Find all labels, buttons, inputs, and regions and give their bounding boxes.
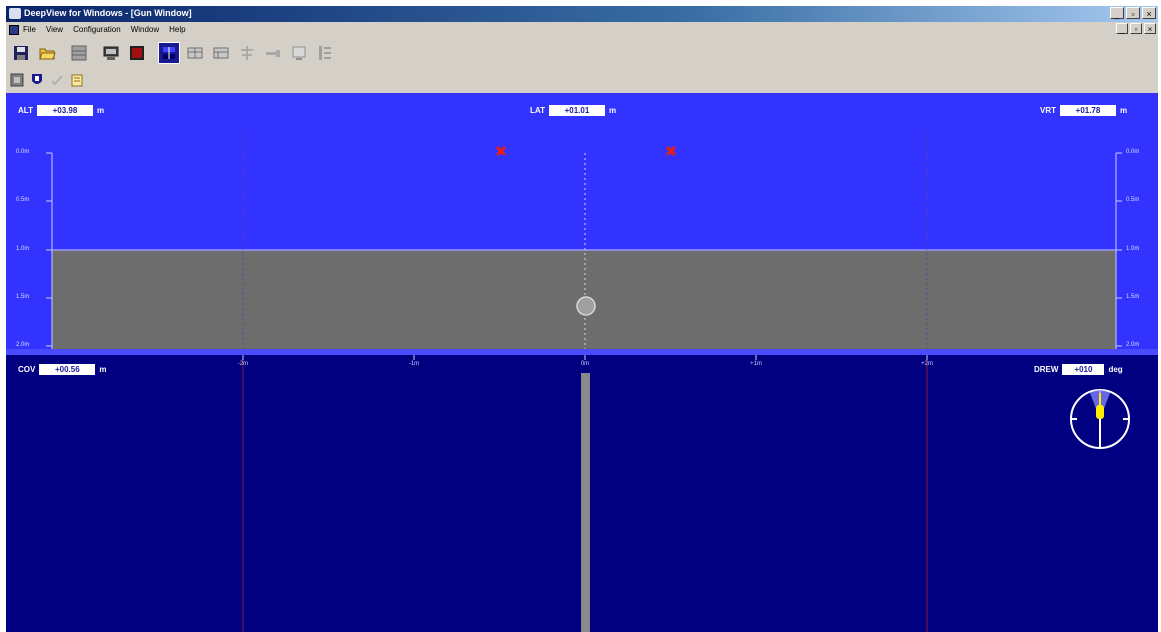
cov-readout: COV +00.56 m [18, 364, 106, 375]
sonar-view-icon[interactable] [158, 42, 180, 64]
window-title: DeepView for Windows - [Gun Window] [24, 8, 192, 18]
lateral-label-4: +2m [921, 361, 933, 367]
depth-label-left-1: 0.5m [16, 197, 30, 203]
depth-label-left-4: 2.0m [16, 342, 30, 348]
drew-readout: DREW +010 deg [1034, 364, 1123, 375]
lateral-label-2: 0m [580, 361, 590, 367]
grid-icon[interactable] [68, 42, 90, 64]
depth-label-right-3: 1.5m [1126, 294, 1140, 300]
menu-view[interactable]: View [45, 25, 64, 34]
lat-readout: LAT +01.01 m [530, 105, 616, 116]
depth-label-left-3: 1.5m [16, 294, 30, 300]
gun-icon[interactable] [262, 42, 284, 64]
vrt-readout: VRT +01.78 m [1040, 105, 1127, 116]
panel-divider [6, 349, 1158, 355]
drew-unit: deg [1108, 365, 1123, 374]
lat-unit: m [608, 106, 617, 115]
menu-bar: File View Configuration Window Help _ ▫ … [6, 22, 1158, 37]
menu-configuration[interactable]: Configuration [73, 25, 121, 34]
alt-label: ALT [18, 106, 33, 115]
gun-track-bar [581, 373, 590, 632]
depth-label-right-4: 2.0m [1126, 342, 1140, 348]
lat-value: +01.01 [548, 105, 605, 116]
depth-label-right-0: 0.0m [1126, 149, 1140, 155]
drew-value: +010 [1062, 364, 1105, 375]
map-icon[interactable] [288, 42, 310, 64]
alt-readout: ALT +03.98 m [18, 105, 104, 116]
notepad-icon[interactable] [68, 71, 86, 89]
vrt-value: +01.78 [1060, 105, 1116, 116]
app-window: DeepView for Windows - [Gun Window] _ ▫ … [6, 6, 1158, 632]
vrt-label: VRT [1040, 106, 1056, 115]
panel-b-icon[interactable] [210, 42, 232, 64]
vrt-unit: m [1120, 106, 1128, 115]
depth-label-right-1: 0.5m [1126, 197, 1140, 203]
list-icon[interactable] [314, 42, 336, 64]
main-toolbar [6, 38, 1158, 68]
lateral-label-0: -2m [237, 361, 249, 367]
open-folder-icon[interactable] [36, 42, 58, 64]
lat-label: LAT [530, 106, 545, 115]
cov-value: +00.56 [39, 364, 96, 375]
close-button[interactable]: × [1142, 7, 1156, 19]
monitor-icon[interactable] [100, 42, 122, 64]
check-icon[interactable] [48, 71, 66, 89]
child-close-button[interactable]: × [1144, 23, 1156, 34]
layers-icon[interactable] [8, 71, 26, 89]
gun-position-marker [576, 296, 596, 316]
child-restore-button[interactable]: ▫ [1130, 23, 1142, 34]
panel-a-icon[interactable] [184, 42, 206, 64]
lateral-label-3: +1m [750, 361, 762, 367]
maximize-button[interactable]: ▫ [1126, 7, 1140, 19]
alt-unit: m [96, 106, 105, 115]
app-icon [9, 8, 21, 19]
shield-icon[interactable] [28, 71, 46, 89]
record-icon[interactable] [126, 42, 148, 64]
alt-value: +03.98 [36, 105, 93, 116]
depth-label-right-2: 1.0m [1126, 246, 1140, 252]
depth-label-left-2: 1.0m [16, 246, 30, 252]
target-marker-left [495, 145, 507, 157]
save-icon[interactable] [10, 42, 32, 64]
gun-window-display: ALT +03.98 m LAT +01.01 m VRT +01.78 m C… [6, 93, 1158, 632]
antenna-icon[interactable] [236, 42, 258, 64]
drew-label: DREW [1034, 365, 1059, 374]
cov-unit: m [99, 365, 107, 374]
secondary-toolbar [6, 69, 1158, 91]
cov-label: COV [18, 365, 36, 374]
document-icon[interactable] [9, 24, 19, 35]
title-bar[interactable]: DeepView for Windows - [Gun Window] _ ▫ … [6, 6, 1158, 22]
menu-help[interactable]: Help [169, 25, 186, 34]
menu-window[interactable]: Window [130, 25, 160, 34]
heading-compass-icon [1070, 389, 1130, 449]
minimize-button[interactable]: _ [1110, 7, 1124, 19]
lateral-label-1: -1m [408, 361, 420, 367]
menu-file[interactable]: File [23, 25, 36, 34]
depth-label-left-0: 0.0m [16, 149, 30, 155]
child-minimize-button[interactable]: _ [1116, 23, 1128, 34]
target-marker-right [665, 145, 677, 157]
